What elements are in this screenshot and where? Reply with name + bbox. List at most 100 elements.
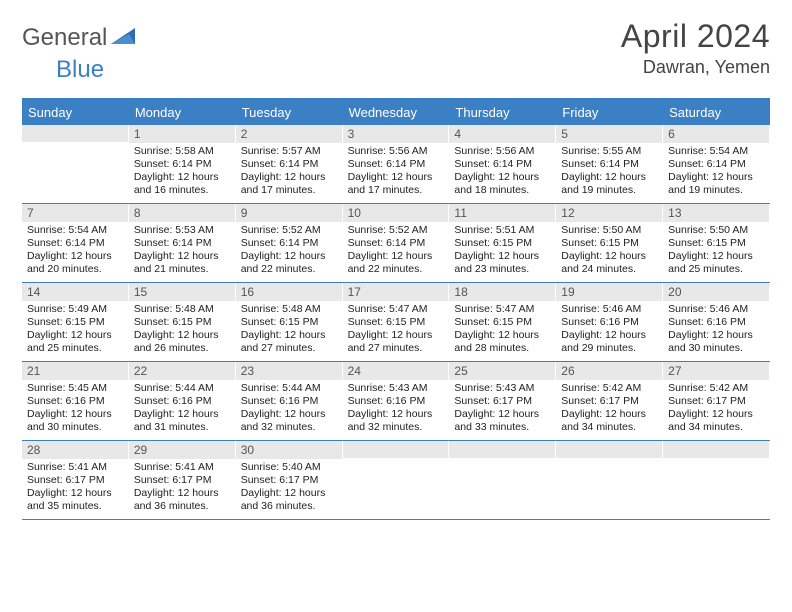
sunset-text: Sunset: 6:14 PM — [561, 158, 657, 171]
month-title: April 2024 — [621, 18, 770, 55]
calendar: Sunday Monday Tuesday Wednesday Thursday… — [22, 98, 770, 520]
calendar-cell: 3Sunrise: 5:56 AMSunset: 6:14 PMDaylight… — [343, 125, 450, 203]
day-number: 2 — [236, 125, 342, 143]
day-number: 17 — [343, 283, 449, 301]
sunset-text: Sunset: 6:15 PM — [348, 316, 444, 329]
week-row: 28Sunrise: 5:41 AMSunset: 6:17 PMDayligh… — [22, 441, 770, 520]
cell-body: Sunrise: 5:47 AMSunset: 6:15 PMDaylight:… — [343, 301, 449, 360]
day-number: 5 — [556, 125, 662, 143]
sunrise-text: Sunrise: 5:55 AM — [561, 145, 657, 158]
day-header-fri: Friday — [556, 100, 663, 125]
sunset-text: Sunset: 6:17 PM — [27, 474, 123, 487]
day-number: 9 — [236, 204, 342, 222]
daylight-text: Daylight: 12 hours and 30 minutes. — [27, 408, 123, 434]
day-number: 30 — [236, 441, 342, 459]
cell-body: Sunrise: 5:43 AMSunset: 6:16 PMDaylight:… — [343, 380, 449, 439]
day-number: 25 — [449, 362, 555, 380]
day-number — [556, 441, 662, 458]
sunrise-text: Sunrise: 5:50 AM — [561, 224, 657, 237]
day-number: 29 — [129, 441, 235, 459]
sunset-text: Sunset: 6:15 PM — [27, 316, 123, 329]
day-number: 26 — [556, 362, 662, 380]
location-label: Dawran, Yemen — [621, 57, 770, 78]
sunrise-text: Sunrise: 5:45 AM — [27, 382, 123, 395]
daylight-text: Daylight: 12 hours and 16 minutes. — [134, 171, 230, 197]
day-number: 19 — [556, 283, 662, 301]
sunset-text: Sunset: 6:17 PM — [241, 474, 337, 487]
sunrise-text: Sunrise: 5:53 AM — [134, 224, 230, 237]
calendar-cell: 30Sunrise: 5:40 AMSunset: 6:17 PMDayligh… — [236, 441, 343, 519]
daylight-text: Daylight: 12 hours and 25 minutes. — [668, 250, 764, 276]
cell-body: Sunrise: 5:46 AMSunset: 6:16 PMDaylight:… — [663, 301, 769, 360]
sunrise-text: Sunrise: 5:52 AM — [241, 224, 337, 237]
sunset-text: Sunset: 6:17 PM — [134, 474, 230, 487]
calendar-cell — [343, 441, 450, 519]
sunset-text: Sunset: 6:17 PM — [454, 395, 550, 408]
logo-word-1: General — [22, 24, 107, 52]
calendar-cell — [663, 441, 770, 519]
day-number — [663, 441, 769, 458]
cell-body: Sunrise: 5:54 AMSunset: 6:14 PMDaylight:… — [663, 143, 769, 202]
calendar-cell: 6Sunrise: 5:54 AMSunset: 6:14 PMDaylight… — [663, 125, 770, 203]
day-number: 23 — [236, 362, 342, 380]
title-block: April 2024 Dawran, Yemen — [621, 18, 770, 78]
week-row: 7Sunrise: 5:54 AMSunset: 6:14 PMDaylight… — [22, 204, 770, 283]
sunset-text: Sunset: 6:15 PM — [134, 316, 230, 329]
day-header-row: Sunday Monday Tuesday Wednesday Thursday… — [22, 100, 770, 125]
cell-body: Sunrise: 5:42 AMSunset: 6:17 PMDaylight:… — [663, 380, 769, 439]
day-number: 27 — [663, 362, 769, 380]
week-row: 14Sunrise: 5:49 AMSunset: 6:15 PMDayligh… — [22, 283, 770, 362]
sunrise-text: Sunrise: 5:42 AM — [668, 382, 764, 395]
calendar-cell: 26Sunrise: 5:42 AMSunset: 6:17 PMDayligh… — [556, 362, 663, 440]
cell-body: Sunrise: 5:54 AMSunset: 6:14 PMDaylight:… — [22, 222, 128, 281]
sunset-text: Sunset: 6:14 PM — [348, 158, 444, 171]
day-number: 22 — [129, 362, 235, 380]
logo-word-2: Blue — [56, 56, 104, 83]
sunrise-text: Sunrise: 5:46 AM — [561, 303, 657, 316]
day-number: 14 — [22, 283, 128, 301]
calendar-cell: 12Sunrise: 5:50 AMSunset: 6:15 PMDayligh… — [556, 204, 663, 282]
cell-body: Sunrise: 5:49 AMSunset: 6:15 PMDaylight:… — [22, 301, 128, 360]
day-number: 18 — [449, 283, 555, 301]
cell-body: Sunrise: 5:57 AMSunset: 6:14 PMDaylight:… — [236, 143, 342, 202]
calendar-cell: 21Sunrise: 5:45 AMSunset: 6:16 PMDayligh… — [22, 362, 129, 440]
sunset-text: Sunset: 6:15 PM — [241, 316, 337, 329]
cell-body — [663, 458, 769, 464]
day-header-thu: Thursday — [449, 100, 556, 125]
cell-body: Sunrise: 5:56 AMSunset: 6:14 PMDaylight:… — [343, 143, 449, 202]
daylight-text: Daylight: 12 hours and 21 minutes. — [134, 250, 230, 276]
calendar-cell: 15Sunrise: 5:48 AMSunset: 6:15 PMDayligh… — [129, 283, 236, 361]
day-header-sun: Sunday — [22, 100, 129, 125]
daylight-text: Daylight: 12 hours and 17 minutes. — [241, 171, 337, 197]
day-number — [449, 441, 555, 458]
day-number: 21 — [22, 362, 128, 380]
sunset-text: Sunset: 6:15 PM — [454, 237, 550, 250]
daylight-text: Daylight: 12 hours and 32 minutes. — [241, 408, 337, 434]
calendar-cell: 11Sunrise: 5:51 AMSunset: 6:15 PMDayligh… — [449, 204, 556, 282]
day-number: 3 — [343, 125, 449, 143]
sunset-text: Sunset: 6:14 PM — [668, 158, 764, 171]
daylight-text: Daylight: 12 hours and 19 minutes. — [668, 171, 764, 197]
day-number: 11 — [449, 204, 555, 222]
daylight-text: Daylight: 12 hours and 34 minutes. — [561, 408, 657, 434]
daylight-text: Daylight: 12 hours and 20 minutes. — [27, 250, 123, 276]
sunset-text: Sunset: 6:17 PM — [668, 395, 764, 408]
sunrise-text: Sunrise: 5:54 AM — [668, 145, 764, 158]
calendar-cell: 27Sunrise: 5:42 AMSunset: 6:17 PMDayligh… — [663, 362, 770, 440]
daylight-text: Daylight: 12 hours and 27 minutes. — [241, 329, 337, 355]
day-header-sat: Saturday — [663, 100, 770, 125]
cell-body — [449, 458, 555, 464]
sunset-text: Sunset: 6:16 PM — [348, 395, 444, 408]
weeks-container: 1Sunrise: 5:58 AMSunset: 6:14 PMDaylight… — [22, 125, 770, 520]
sunrise-text: Sunrise: 5:40 AM — [241, 461, 337, 474]
sunrise-text: Sunrise: 5:49 AM — [27, 303, 123, 316]
sunrise-text: Sunrise: 5:56 AM — [348, 145, 444, 158]
calendar-cell: 7Sunrise: 5:54 AMSunset: 6:14 PMDaylight… — [22, 204, 129, 282]
sunset-text: Sunset: 6:14 PM — [134, 158, 230, 171]
week-row: 21Sunrise: 5:45 AMSunset: 6:16 PMDayligh… — [22, 362, 770, 441]
sunset-text: Sunset: 6:15 PM — [454, 316, 550, 329]
day-number: 8 — [129, 204, 235, 222]
cell-body: Sunrise: 5:45 AMSunset: 6:16 PMDaylight:… — [22, 380, 128, 439]
calendar-cell — [556, 441, 663, 519]
daylight-text: Daylight: 12 hours and 30 minutes. — [668, 329, 764, 355]
